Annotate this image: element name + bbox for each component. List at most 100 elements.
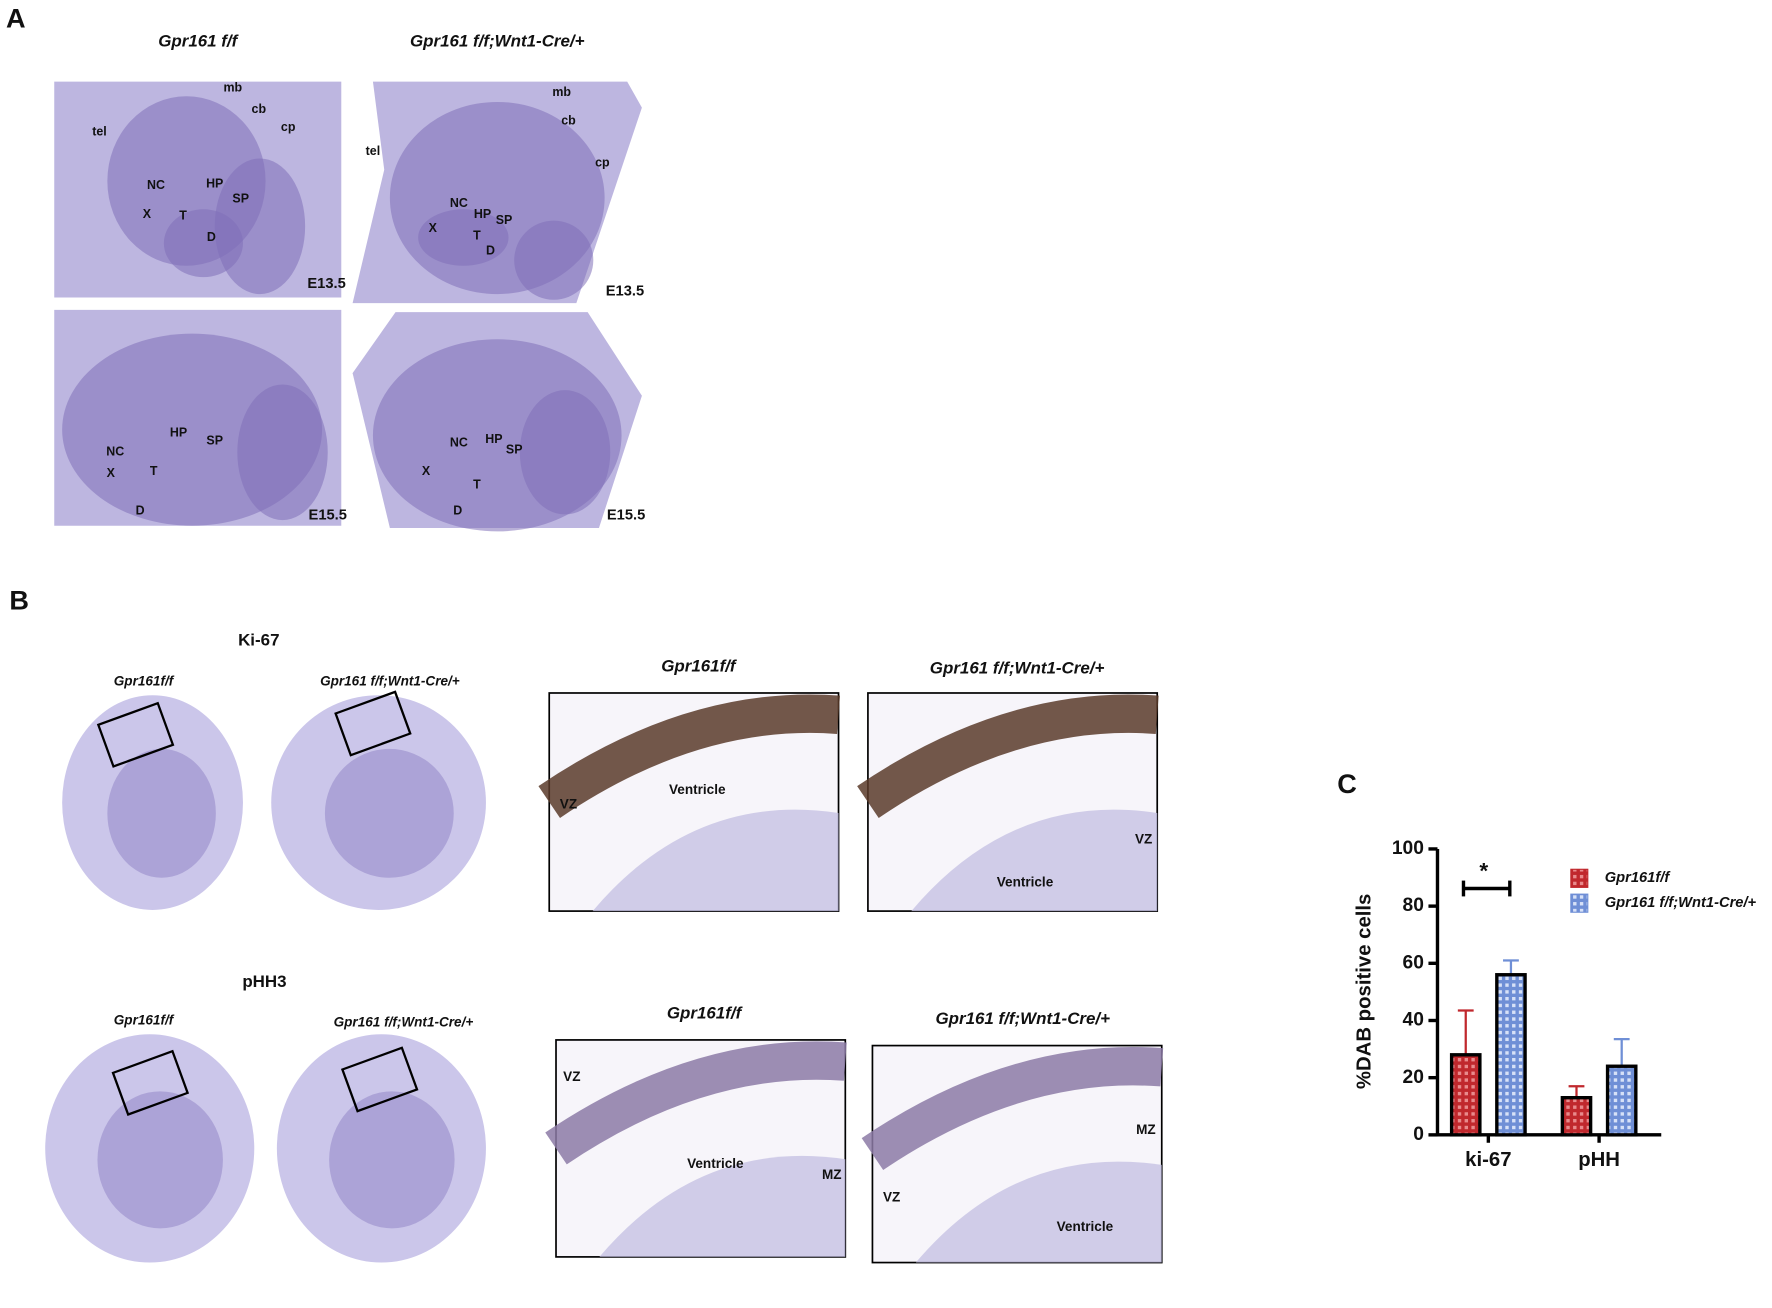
label: Ventricle bbox=[687, 1156, 744, 1171]
tissue bbox=[324, 748, 454, 878]
label: NC bbox=[106, 445, 124, 459]
tissue bbox=[915, 1161, 1162, 1263]
label: Gpr161f/f bbox=[114, 1012, 175, 1027]
stained-layer bbox=[861, 1046, 1164, 1170]
label: MZ bbox=[822, 1167, 842, 1182]
label: X bbox=[429, 221, 438, 235]
stained-layer bbox=[545, 1041, 847, 1165]
label: B bbox=[9, 585, 29, 616]
label: Gpr161 f/f;Wnt1-Cre/+ bbox=[410, 32, 585, 51]
label: Gpr161f/f bbox=[114, 673, 175, 688]
label: HP bbox=[474, 207, 491, 221]
tissue bbox=[911, 809, 1158, 912]
legend-label: Gpr161f/f bbox=[1605, 870, 1672, 886]
label: NC bbox=[450, 436, 468, 450]
label: cb bbox=[252, 102, 267, 116]
label: tel bbox=[366, 144, 380, 158]
label: Gpr161 f/f;Wnt1-Cre/+ bbox=[930, 659, 1105, 678]
label: mb bbox=[552, 85, 571, 99]
label: mb bbox=[223, 81, 242, 95]
label: E15.5 bbox=[607, 507, 645, 523]
label: MZ bbox=[1136, 1122, 1156, 1137]
label: T bbox=[179, 208, 187, 222]
roi-box bbox=[111, 1049, 190, 1116]
x-tick-label: pHH bbox=[1578, 1149, 1620, 1171]
y-tick-label: 40 bbox=[1403, 1010, 1424, 1031]
label: T bbox=[150, 464, 158, 478]
label: X bbox=[422, 464, 431, 478]
roi-box bbox=[96, 701, 175, 768]
label: C bbox=[1337, 768, 1357, 799]
tissue bbox=[519, 390, 611, 515]
stained-layer bbox=[857, 694, 1159, 818]
label: Ventricle bbox=[669, 782, 726, 797]
label: HP bbox=[206, 177, 223, 191]
label: Gpr161f/f bbox=[661, 656, 738, 675]
bar bbox=[1560, 1095, 1593, 1137]
tissue bbox=[97, 1091, 223, 1229]
label: Gpr161 f/f;Wnt1-Cre/+ bbox=[935, 1009, 1110, 1028]
tissue bbox=[592, 809, 839, 912]
bar bbox=[1449, 1053, 1482, 1137]
y-tick-label: 80 bbox=[1403, 895, 1424, 916]
label: T bbox=[473, 229, 481, 243]
roi-box bbox=[340, 1046, 419, 1113]
label: D bbox=[453, 503, 462, 517]
label: pHH3 bbox=[242, 972, 286, 991]
label: E13.5 bbox=[606, 284, 644, 300]
stained-layer bbox=[538, 694, 840, 818]
label: Ki-67 bbox=[238, 630, 279, 649]
legend-swatch bbox=[1570, 868, 1589, 888]
legend-swatch bbox=[1570, 893, 1589, 913]
label: Gpr161f/f bbox=[667, 1003, 744, 1022]
label: NC bbox=[450, 196, 468, 210]
label: HP bbox=[170, 425, 187, 439]
label: VZ bbox=[883, 1190, 900, 1205]
label: VZ bbox=[560, 796, 577, 811]
y-tick-label: 60 bbox=[1403, 952, 1424, 973]
label: cb bbox=[561, 113, 576, 127]
label: E15.5 bbox=[309, 507, 347, 523]
label: A bbox=[6, 3, 26, 34]
label: VZ bbox=[563, 1069, 580, 1084]
x-tick-label: ki-67 bbox=[1465, 1149, 1511, 1171]
tissue bbox=[599, 1155, 846, 1257]
label: E13.5 bbox=[307, 276, 345, 292]
label: NC bbox=[147, 178, 165, 192]
label: Gpr161 f/f;Wnt1-Cre/+ bbox=[334, 1015, 474, 1030]
label: SP bbox=[232, 191, 249, 205]
y-axis-title: %DAB positive cells bbox=[1354, 894, 1376, 1089]
label: Ventricle bbox=[997, 874, 1054, 889]
tissue bbox=[418, 209, 509, 266]
tissue bbox=[163, 209, 243, 278]
y-tick-label: 20 bbox=[1403, 1067, 1424, 1088]
y-tick-label: 0 bbox=[1413, 1124, 1424, 1145]
label: cp bbox=[595, 155, 610, 169]
legend-label: Gpr161 f/f;Wnt1-Cre/+ bbox=[1605, 895, 1757, 911]
label: cp bbox=[281, 120, 296, 134]
label: X bbox=[107, 466, 116, 480]
label: D bbox=[486, 243, 495, 257]
label: SP bbox=[206, 433, 223, 447]
label: T bbox=[473, 477, 481, 491]
label: HP bbox=[485, 432, 502, 446]
label: SP bbox=[506, 442, 523, 456]
label: Gpr161 f/f;Wnt1-Cre/+ bbox=[320, 673, 460, 688]
label: X bbox=[143, 207, 152, 221]
label: tel bbox=[92, 125, 107, 139]
roi-box bbox=[334, 690, 412, 757]
label: VZ bbox=[1135, 831, 1152, 846]
tissue bbox=[329, 1091, 455, 1229]
label: D bbox=[136, 503, 145, 517]
label: D bbox=[207, 230, 216, 244]
tissue bbox=[237, 384, 328, 521]
tissue bbox=[107, 748, 216, 878]
y-tick-label: 100 bbox=[1392, 838, 1424, 859]
label: SP bbox=[496, 213, 513, 227]
label: Gpr161 f/f bbox=[158, 32, 239, 51]
tissue bbox=[514, 220, 594, 300]
label: Ventricle bbox=[1057, 1219, 1114, 1234]
label: * bbox=[1479, 859, 1488, 884]
bar bbox=[1495, 973, 1527, 1137]
